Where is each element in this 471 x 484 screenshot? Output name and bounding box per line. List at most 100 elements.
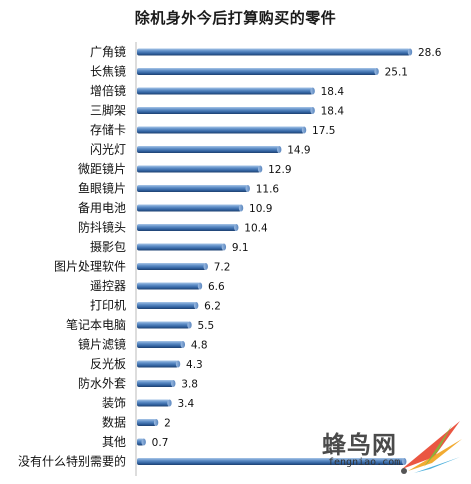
bar-9: [137, 204, 244, 212]
bar-19: [137, 399, 172, 407]
value-label-2: 25.1: [385, 67, 408, 79]
bar-cap: [301, 126, 307, 134]
bar-1: [137, 48, 413, 56]
value-label-21: 0.7: [152, 437, 169, 449]
bar-cap: [193, 302, 199, 309]
bar-cap: [374, 68, 379, 75]
bar-cap: [221, 243, 227, 251]
value-label-1: 28.6: [418, 47, 442, 59]
bar-11: [137, 243, 227, 251]
category-label-10: 防抖镜头: [78, 220, 126, 235]
watermark-brand: 蜂鸟网: [322, 431, 397, 459]
bar-body: [137, 107, 313, 114]
category-label-6: 闪光灯: [90, 143, 126, 157]
category-label-22: 没有什么特别需要的: [18, 454, 126, 469]
bar-cap: [277, 146, 282, 153]
bar-cap: [402, 458, 407, 465]
chart-title: 除机身外今后打算购买的零件: [134, 9, 337, 27]
bar-3: [137, 87, 315, 95]
category-label-21: 其他: [102, 435, 126, 449]
value-label-13: 6.6: [208, 281, 225, 293]
bar-cap: [171, 380, 176, 387]
value-label-10: 10.4: [244, 223, 268, 235]
bar-cap: [310, 87, 315, 95]
category-label-14: 打印机: [90, 299, 126, 313]
bar-body: [137, 380, 174, 387]
category-labels: 广角镜长焦镜增倍镜三脚架存储卡闪光灯微距镜片鱼眼镜片备用电池防抖镜头摄影包图片处…: [18, 44, 126, 469]
bar-20: [137, 419, 159, 426]
bar-cap: [310, 107, 315, 114]
bar-body: [137, 126, 305, 134]
category-label-17: 反光板: [90, 357, 126, 371]
category-label-2: 长焦镜: [90, 64, 126, 79]
bar-cap: [175, 360, 181, 368]
value-label-8: 11.6: [256, 184, 280, 196]
value-label-3: 18.4: [321, 86, 345, 98]
category-label-7: 微距镜片: [78, 161, 126, 176]
bar-14: [137, 302, 199, 309]
bar-body: [137, 185, 248, 192]
bar-6: [137, 146, 282, 153]
category-label-20: 数据: [102, 415, 126, 430]
bar-body: [137, 360, 179, 368]
bar-22: [137, 458, 407, 465]
value-label-9: 10.9: [249, 203, 272, 215]
bar-16: [137, 341, 186, 348]
category-label-12: 图片处理软件: [54, 260, 126, 274]
bar-body: [137, 87, 313, 95]
bar-13: [137, 282, 203, 290]
bar-cap: [407, 48, 413, 56]
bar-body: [137, 146, 280, 153]
bird-logo-icon: [401, 421, 462, 474]
value-labels: 28.6 25.1 18.4 18.4 17.514.9 12.9 11.6 10.9 10.4…: [152, 47, 442, 449]
value-label-4: 18.4: [321, 106, 345, 118]
bar-cap: [167, 399, 172, 407]
bar-body: [137, 399, 170, 407]
watermark-url: fengniao.com: [328, 457, 401, 468]
category-label-5: 存储卡: [90, 122, 126, 137]
bar-body: [137, 68, 377, 75]
value-label-16: 4.8: [191, 340, 208, 352]
value-label-17: 4.3: [186, 359, 203, 371]
bar-body: [137, 204, 242, 212]
bar-cap: [197, 282, 203, 290]
category-label-19: 装饰: [102, 396, 126, 410]
value-label-18: 3.8: [181, 379, 198, 391]
category-label-8: 鱼眼镜片: [78, 181, 126, 196]
bar-cap: [187, 321, 192, 329]
bar-body: [137, 165, 261, 173]
value-label-11: 9.1: [232, 242, 249, 254]
bar-5: [137, 126, 307, 134]
bar-body: [137, 321, 190, 329]
bar-7: [137, 165, 263, 173]
value-label-14: 6.2: [204, 301, 221, 313]
category-label-13: 遥控器: [90, 279, 126, 293]
bar-body: [137, 243, 224, 251]
bar-21: [137, 438, 146, 446]
bar-body: [137, 302, 197, 309]
value-label-7: 12.9: [268, 164, 291, 176]
bar-2: [137, 68, 379, 75]
value-label-20: 2: [164, 418, 171, 430]
bar-body: [137, 224, 237, 231]
bar-body: [137, 263, 206, 270]
category-label-3: 增倍镜: [90, 83, 126, 98]
category-label-4: 三脚架: [90, 103, 126, 118]
bar-8: [137, 185, 250, 192]
value-label-5: 17.5: [312, 125, 335, 137]
bar-10: [137, 224, 239, 231]
bar-cap: [141, 438, 146, 446]
category-label-9: 备用电池: [78, 201, 126, 215]
bar-cap: [238, 204, 244, 212]
value-label-15: 5.5: [198, 320, 215, 332]
bar-body: [137, 341, 183, 348]
category-label-15: 笔记本电脑: [66, 317, 126, 332]
bar-cap: [203, 263, 208, 270]
bar-cap: [153, 419, 159, 426]
category-label-16: 镜片滤镜: [78, 337, 126, 352]
bar-body: [137, 419, 157, 426]
bar-cap: [245, 185, 250, 192]
bar-4: [137, 107, 315, 114]
bars-group: [137, 48, 413, 465]
